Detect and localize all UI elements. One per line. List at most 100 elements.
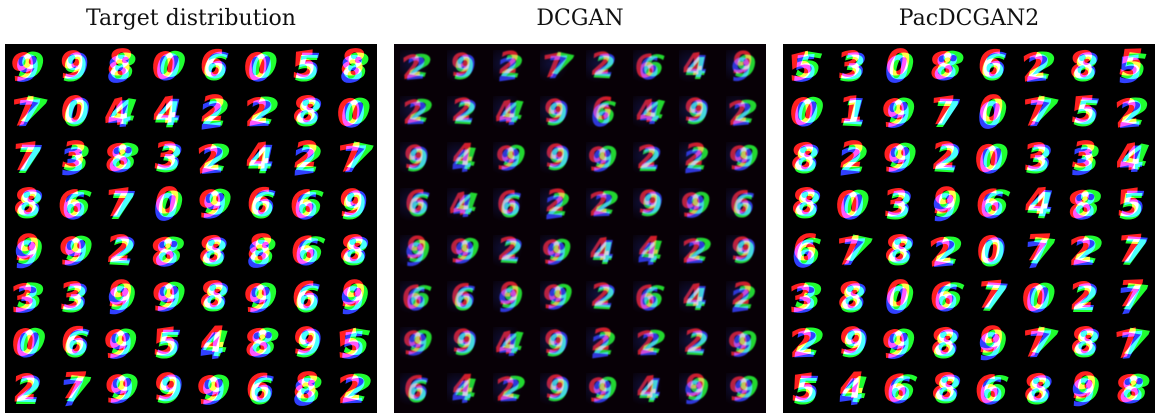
digit-channel: 2 <box>1072 279 1098 321</box>
digit-channel: 7 <box>1119 229 1148 273</box>
digit-channel: 9 <box>449 322 474 360</box>
digit-channel: 9 <box>407 142 430 178</box>
digit-channel: 4 <box>248 141 274 183</box>
digit-channel: 2 <box>16 369 43 412</box>
digit-channel: 4 <box>500 93 527 132</box>
digit-channel: 6 <box>401 369 427 408</box>
digit-channel: 2 <box>15 371 41 413</box>
digit-channel: 5 <box>155 323 182 366</box>
digit-channel: 9 <box>883 324 913 367</box>
digit-channel: 4 <box>196 325 228 367</box>
digit-channel: 9 <box>593 370 620 409</box>
digit-channel: 6 <box>453 282 475 318</box>
digit-channel: 9 <box>547 96 569 132</box>
digit-channel: 8 <box>107 139 135 182</box>
digit-channel: 4 <box>453 186 480 224</box>
digit-channel: 8 <box>840 279 866 321</box>
digit-channel: 6 <box>636 281 661 319</box>
digit-channel: 3 <box>57 140 88 183</box>
digit-channel: 7 <box>1025 93 1052 136</box>
digit-channel: 4 <box>686 49 709 86</box>
digit-channel: 2 <box>496 230 521 268</box>
digit-channel: 9 <box>454 49 476 86</box>
digit-channel: 4 <box>155 92 182 135</box>
digit-channel: 0 <box>837 186 866 229</box>
digit-channel: 9 <box>546 373 570 410</box>
digit-channel: 4 <box>497 97 522 135</box>
digit-channel: 9 <box>723 324 752 364</box>
digit-channel: 2 <box>589 276 614 314</box>
digit-channel: 2 <box>730 276 753 313</box>
digit-channel: 6 <box>630 48 659 88</box>
digit-channel: 9 <box>446 231 474 271</box>
digit-channel: 2 <box>546 187 572 225</box>
digit-channel: 2 <box>640 323 668 362</box>
digit-channel: 0 <box>792 93 820 136</box>
digit-channel: 2 <box>686 141 711 179</box>
digit-channel: 6 <box>732 190 754 226</box>
digit-channel: 2 <box>678 231 706 271</box>
digit-channel: 5 <box>1119 185 1146 227</box>
digit-channel: 3 <box>1067 140 1099 183</box>
digit-channel: 4 <box>640 372 662 409</box>
digit-channel: 9 <box>731 142 754 179</box>
digit-channel: 6 <box>976 370 1006 413</box>
digit-channel: 9 <box>341 185 368 227</box>
digit-channel: 9 <box>732 49 758 87</box>
digit-channel: 0 <box>154 47 181 90</box>
digit-channel: 6 <box>494 185 520 223</box>
digit-channel: 9 <box>245 278 274 321</box>
digit-channel: 8 <box>1073 321 1102 365</box>
digit-channel: 9 <box>547 276 575 316</box>
digit-channel: 9 <box>406 327 429 364</box>
digit-channel: 9 <box>733 138 761 178</box>
digit-channel: 9 <box>540 92 567 131</box>
digit-channel: 9 <box>452 235 475 271</box>
digit-channel: 2 <box>588 328 614 367</box>
